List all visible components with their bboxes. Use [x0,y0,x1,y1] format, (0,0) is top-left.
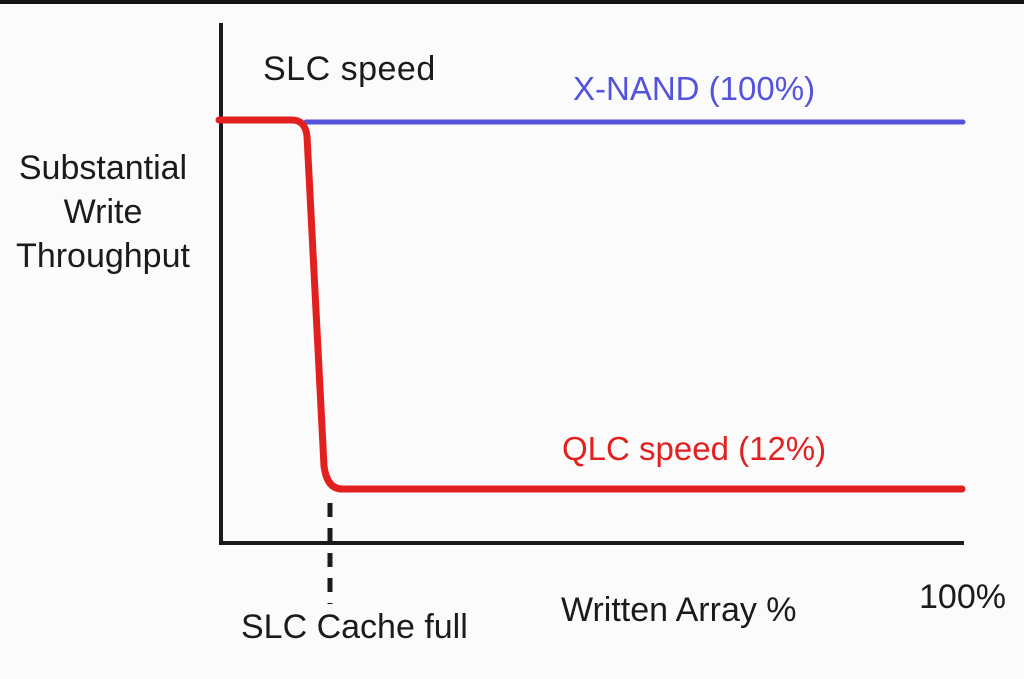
slc-cache-full-label: SLC Cache full [241,608,468,646]
xnand-series-label: X-NAND (100%) [573,70,816,107]
y-axis-label: Substantial Write Throughput [0,146,206,278]
qlc-series-label: QLC speed (12%) [562,430,827,467]
y-axis-label-line3: Throughput [16,237,190,275]
x-axis-label: Written Array % [561,591,797,629]
qlc-series-line [215,116,966,493]
x-axis-max-tick-label: 100% [919,578,1006,616]
slc-speed-annotation: SLC speed [263,50,436,88]
y-axis-label-line2: Write [63,193,143,231]
y-axis-label-line1: Substantial [18,149,188,187]
top-border-line [0,0,1024,4]
